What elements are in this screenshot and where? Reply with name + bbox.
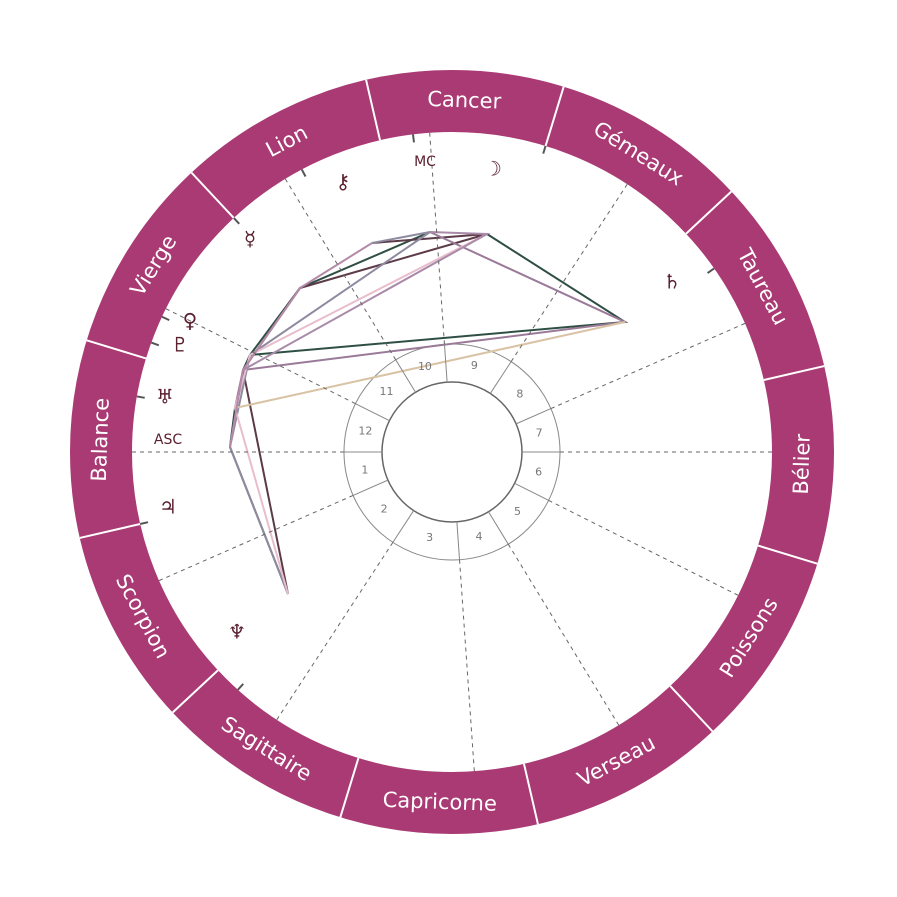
sign-divider — [339, 757, 360, 818]
planet-glyph: ♃ — [159, 495, 177, 519]
sign-divider — [757, 544, 818, 565]
house-number: 5 — [514, 505, 521, 518]
sign-divider — [79, 523, 141, 539]
house-cusp-tick — [489, 361, 512, 394]
house-ring-inner — [381, 381, 523, 523]
planet-tick — [542, 145, 547, 154]
sign-divider — [669, 685, 714, 733]
planet-tick — [707, 267, 715, 274]
planet-tick — [161, 315, 170, 322]
sign-label: Capricorne — [382, 788, 497, 816]
aspect-line — [242, 233, 629, 371]
house-cusp-tick — [395, 359, 416, 393]
aspect-line — [234, 231, 629, 409]
aspect-line — [228, 231, 431, 595]
planet-glyph: ☿ — [244, 227, 256, 251]
sign-label: Balance — [87, 397, 114, 482]
house-cusp — [510, 183, 628, 362]
house-cusp — [459, 559, 475, 772]
house-number: 8 — [516, 387, 523, 400]
sign-divider — [171, 669, 219, 714]
house-number: 1 — [361, 463, 368, 476]
house-number: 11 — [379, 385, 393, 398]
sign-divider — [685, 190, 733, 235]
house-cusp — [507, 543, 620, 726]
zodiac-ring — [70, 70, 834, 834]
sign-divider — [365, 79, 381, 141]
sign-divider — [763, 365, 825, 381]
sign-divider — [86, 339, 147, 360]
aspect-line — [234, 321, 626, 409]
house-number: 7 — [536, 427, 543, 440]
aspect-line — [229, 242, 373, 448]
planet-glyph: ♆ — [228, 620, 246, 644]
house-number: 9 — [471, 359, 478, 372]
asc-label: ASC — [154, 432, 182, 448]
house-cusp-tick — [352, 479, 389, 496]
planet-glyph: ♄ — [663, 270, 681, 294]
planet-glyph: ⚷ — [336, 170, 351, 194]
house-cusp-tick — [443, 344, 448, 383]
sign-label: Cancer — [427, 87, 502, 114]
aspect-line — [228, 231, 431, 595]
sign-divider — [190, 171, 235, 219]
house-cusp — [550, 322, 746, 410]
house-cusp — [284, 178, 397, 361]
planet-tick — [150, 341, 160, 347]
house-cusp — [429, 132, 445, 345]
house-cusp-tick — [456, 521, 461, 560]
planet-glyph: ☽ — [484, 157, 502, 181]
house-cusp-tick — [515, 408, 552, 425]
house-cusp-tick — [488, 511, 509, 545]
house-number: 10 — [418, 360, 432, 373]
house-number: 4 — [476, 530, 483, 543]
house-cusp-tick — [392, 510, 415, 543]
aspect-line — [241, 233, 488, 595]
planet-tick — [412, 134, 415, 143]
sign-divider — [544, 86, 565, 147]
planet-tick — [139, 521, 149, 525]
planet-tick — [233, 217, 240, 225]
aspect-line — [242, 231, 491, 371]
planet-tick — [300, 168, 307, 177]
planet-glyph: ♅ — [156, 385, 174, 409]
house-number: 3 — [426, 531, 433, 544]
mc-label: MC — [414, 154, 436, 170]
house-cusp-tick — [355, 403, 390, 422]
aspect-lines — [228, 231, 629, 595]
planet-glyph: ♇ — [171, 333, 189, 357]
house-cusp — [158, 494, 354, 582]
house-number: 2 — [381, 503, 388, 516]
house-cusp-tick — [514, 482, 549, 501]
planet-tick — [136, 395, 145, 399]
aspect-line — [233, 233, 488, 595]
house-number: 6 — [535, 465, 542, 478]
house-cusp — [548, 499, 739, 596]
house-cusp — [276, 542, 394, 721]
house-cusp — [165, 308, 356, 405]
house-number: 12 — [358, 425, 372, 438]
sign-label: Bélier — [789, 433, 815, 495]
sign-divider — [523, 763, 539, 825]
planet-glyph: ♀ — [183, 309, 198, 333]
planet-tick — [237, 683, 244, 691]
